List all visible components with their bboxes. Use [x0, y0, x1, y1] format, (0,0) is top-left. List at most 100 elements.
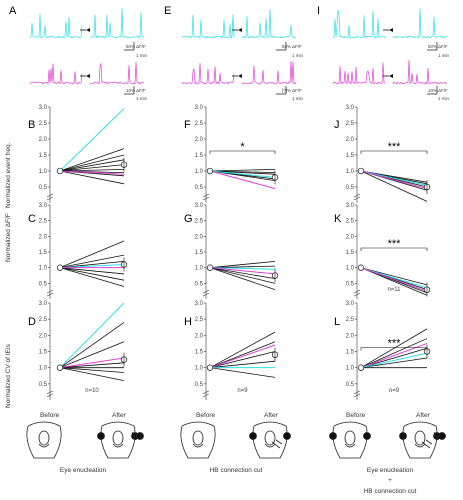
x-labels: Before After Before After Before After [40, 412, 431, 419]
axis-break-icon-C [46, 289, 54, 297]
ytick-label-L: 3.0 [346, 301, 355, 307]
series-line-D-5 [59, 367, 125, 381]
schematic-1-after-cut-mark [131, 431, 137, 441]
panel-label-D: D [28, 316, 36, 328]
schematic-3-after-eye-left-icon [399, 432, 407, 440]
schematic-2-after-hb-cut-mark [271, 439, 283, 449]
series-line-D-1 [59, 341, 125, 369]
mean-before-H [206, 364, 214, 371]
chart-L: 0.5 1.0 1.5 2.0 2.5 3.0 *** n=9 [346, 301, 431, 400]
ytick-label-L: 0.5 [346, 382, 355, 388]
trace-before-magenta-E [181, 62, 235, 86]
trace-before-magenta-I [332, 62, 386, 85]
series-line-L-0 [360, 328, 428, 369]
chart-D: 0.5 1.0 1.5 2.0 2.5 3.0 n=10 [39, 301, 128, 400]
scale-A-magenta: 10% ΔF/F [126, 88, 146, 93]
xlabel-before-2: Before [196, 412, 216, 419]
schematic-2-after-outline [252, 421, 288, 459]
chart-B: 0.5 1.0 1.5 2.0 2.5 3.0 [39, 105, 128, 203]
trace-before-magenta-A [29, 63, 83, 85]
mean-before-L [357, 364, 365, 371]
n-label-K: n=11 [387, 287, 401, 293]
panel-label-B: B [28, 119, 35, 131]
xlabel-before-3: Before [346, 412, 366, 419]
ylabel-cv-iei: Normalized CV of IEIs [5, 343, 12, 408]
panel-letters: A B C D E F G H I J K L [9, 5, 342, 328]
series-line-H-5 [209, 344, 276, 369]
schematic-3-before-eye-right-icon [363, 432, 371, 440]
series-line-B-8 [59, 108, 125, 172]
ytick-label-G: 3.0 [195, 203, 204, 209]
series-line-G-0 [209, 261, 276, 269]
trace-after-cyan-E [241, 9, 297, 39]
ytick-label-B: 2.5 [39, 121, 48, 127]
axis-break-icon-K [353, 289, 361, 297]
schematic-3-before-eye-left-icon [329, 432, 337, 440]
calcium-traces [29, 8, 448, 95]
sig-stars-L: *** [388, 338, 402, 350]
ytick-label-G: 2.5 [195, 219, 204, 225]
ytick-label-K: 1.0 [346, 266, 355, 272]
scale-time-I2: 1 min [438, 96, 450, 101]
ytick-label-K: 3.0 [346, 203, 355, 209]
schematic-3-after-removed-eye-icon [438, 432, 446, 440]
series-line-C-4 [59, 267, 125, 281]
scale-time-E2: 1 min [292, 96, 304, 101]
ytick-label-G: 0.5 [195, 281, 204, 287]
condition-eye-enucleation: Eye enucleation [60, 467, 107, 474]
series-line-K-5 [360, 267, 428, 292]
schematic-2-before [180, 421, 216, 459]
schematic-3-after-hb-cut-mark [421, 439, 433, 449]
trace-after-cyan-A [89, 8, 145, 40]
ytick-label-H: 0.5 [195, 382, 204, 388]
scale-E-magenta: [?]% ΔF/F [282, 88, 302, 93]
panel-label-H: H [184, 316, 192, 328]
series-line-J-4 [360, 170, 428, 202]
sig-stars-J: *** [388, 141, 402, 153]
scale-A-cyan: 50% ΔF/F [126, 44, 146, 49]
series-line-D-7 [59, 357, 125, 369]
schematic-1-before-outline [26, 421, 62, 459]
arrow-icon-I1 [389, 74, 393, 78]
series-line-B-0 [59, 148, 125, 172]
schematic-3-after-outline [402, 421, 438, 459]
ytick-label-D: 1.0 [39, 366, 48, 372]
trace-after-magenta-E [241, 61, 297, 85]
sig-bracket-L [360, 347, 428, 351]
series-line-F-5 [209, 170, 276, 178]
xlabel-before-1: Before [40, 412, 60, 419]
axis-break-icon-H [202, 390, 210, 398]
ytick-label-J: 2.0 [346, 137, 355, 143]
ytick-label-J: 1.5 [346, 153, 355, 159]
ytick-label-F: 1.5 [195, 153, 204, 159]
ytick-label-J: 2.5 [346, 121, 355, 127]
ytick-label-H: 3.0 [195, 301, 204, 307]
schematic-3-before-brain [344, 430, 356, 446]
ytick-label-F: 3.0 [195, 105, 204, 111]
series-line-J-6 [360, 170, 428, 190]
ytick-label-H: 1.5 [195, 350, 204, 356]
series-line-C-2 [59, 261, 125, 269]
trace-after-cyan-I [392, 8, 448, 39]
sig-stars-F: * [240, 141, 245, 153]
series-line-F-4 [209, 170, 276, 181]
ytick-label-D: 3.0 [39, 301, 48, 307]
axis-break-icon-D [46, 390, 54, 398]
scale-E-cyan: 50% ΔF/F [282, 44, 302, 49]
schematic-3-after-hb [414, 443, 426, 448]
schematic-3-after-cut-mark [433, 431, 439, 441]
y-axis-labels: Normalized event freq. Normalized ΔF/F N… [5, 142, 12, 408]
sig-bracket-J [360, 150, 428, 154]
ytick-label-C: 3.0 [39, 203, 48, 209]
series-line-L-3 [360, 357, 428, 369]
ylabel-event-freq: Normalized event freq. [5, 142, 12, 208]
ytick-label-F: 2.5 [195, 121, 204, 127]
ytick-label-J: 3.0 [346, 105, 355, 111]
ytick-label-L: 2.0 [346, 333, 355, 339]
ytick-label-C: 1.5 [39, 250, 48, 256]
mean-before-B [56, 167, 64, 175]
chart-G: 0.5 1.0 1.5 2.0 2.5 3.0 [195, 203, 279, 299]
mean-before-C [56, 264, 64, 271]
series-line-L-2 [360, 347, 428, 369]
schematic-3-after-brain [414, 430, 426, 446]
